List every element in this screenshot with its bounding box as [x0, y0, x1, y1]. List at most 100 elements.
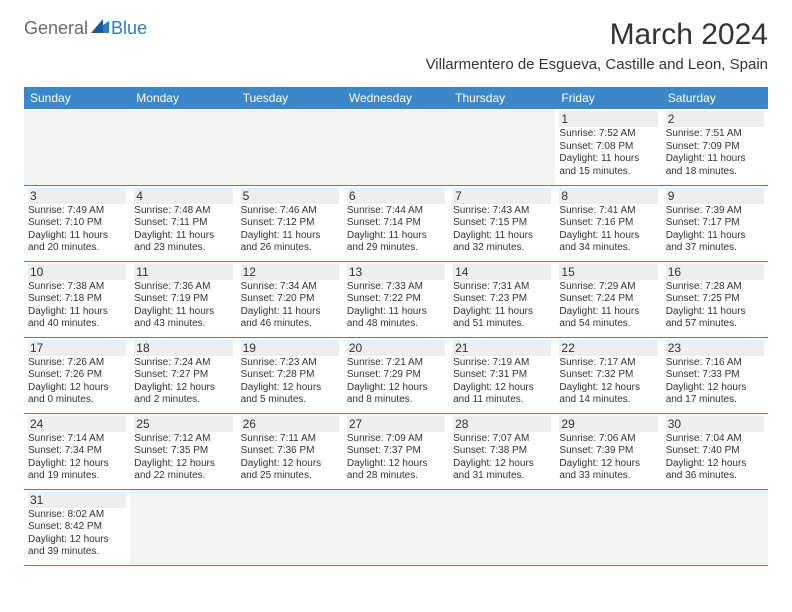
- calendar-empty-cell: [343, 489, 449, 565]
- sunrise-text: Sunrise: 7:49 AM: [28, 205, 126, 218]
- calendar-day-cell: 10Sunrise: 7:38 AMSunset: 7:18 PMDayligh…: [24, 261, 130, 337]
- daylight-text: Daylight: 11 hours: [28, 306, 126, 319]
- sunset-text: Sunset: 7:18 PM: [28, 293, 126, 306]
- calendar-day-cell: 19Sunrise: 7:23 AMSunset: 7:28 PMDayligh…: [237, 337, 343, 413]
- daylight-text: and 28 minutes.: [347, 470, 445, 483]
- calendar-day-cell: 6Sunrise: 7:44 AMSunset: 7:14 PMDaylight…: [343, 185, 449, 261]
- daylight-text: and 20 minutes.: [28, 242, 126, 255]
- sunset-text: Sunset: 7:20 PM: [241, 293, 339, 306]
- calendar-empty-cell: [130, 489, 236, 565]
- calendar-day-cell: 28Sunrise: 7:07 AMSunset: 7:38 PMDayligh…: [449, 413, 555, 489]
- daylight-text: Daylight: 12 hours: [666, 382, 764, 395]
- calendar-header-row: SundayMondayTuesdayWednesdayThursdayFrid…: [24, 87, 768, 109]
- sunrise-text: Sunrise: 7:44 AM: [347, 205, 445, 218]
- logo-text-blue: Blue: [111, 18, 147, 39]
- calendar-table: SundayMondayTuesdayWednesdayThursdayFrid…: [24, 87, 768, 566]
- day-number: 31: [28, 492, 126, 508]
- logo: General Blue: [24, 18, 147, 39]
- daylight-text: Daylight: 11 hours: [559, 230, 657, 243]
- daylight-text: Daylight: 11 hours: [347, 306, 445, 319]
- daylight-text: Daylight: 11 hours: [453, 306, 551, 319]
- calendar-empty-cell: [662, 489, 768, 565]
- page-title: March 2024: [426, 18, 768, 52]
- calendar-day-cell: 14Sunrise: 7:31 AMSunset: 7:23 PMDayligh…: [449, 261, 555, 337]
- day-number: 10: [28, 264, 126, 280]
- sunrise-text: Sunrise: 7:36 AM: [134, 281, 232, 294]
- daylight-text: Daylight: 12 hours: [28, 458, 126, 471]
- sunset-text: Sunset: 7:23 PM: [453, 293, 551, 306]
- daylight-text: Daylight: 11 hours: [559, 306, 657, 319]
- daylight-text: and 48 minutes.: [347, 318, 445, 331]
- calendar-empty-cell: [130, 109, 236, 185]
- sunset-text: Sunset: 7:25 PM: [666, 293, 764, 306]
- daylight-text: and 39 minutes.: [28, 546, 126, 559]
- sunrise-text: Sunrise: 7:07 AM: [453, 433, 551, 446]
- daylight-text: and 19 minutes.: [28, 470, 126, 483]
- sunrise-text: Sunrise: 7:46 AM: [241, 205, 339, 218]
- calendar-day-cell: 2Sunrise: 7:51 AMSunset: 7:09 PMDaylight…: [662, 109, 768, 185]
- sunset-text: Sunset: 7:14 PM: [347, 217, 445, 230]
- calendar-empty-cell: [237, 109, 343, 185]
- sunrise-text: Sunrise: 7:04 AM: [666, 433, 764, 446]
- calendar-day-cell: 1Sunrise: 7:52 AMSunset: 7:08 PMDaylight…: [555, 109, 661, 185]
- sunrise-text: Sunrise: 7:39 AM: [666, 205, 764, 218]
- day-number: 29: [559, 416, 657, 432]
- calendar-week-row: 10Sunrise: 7:38 AMSunset: 7:18 PMDayligh…: [24, 261, 768, 337]
- logo-text-general: General: [24, 18, 88, 39]
- daylight-text: Daylight: 11 hours: [347, 230, 445, 243]
- calendar-day-cell: 4Sunrise: 7:48 AMSunset: 7:11 PMDaylight…: [130, 185, 236, 261]
- daylight-text: Daylight: 11 hours: [666, 230, 764, 243]
- daylight-text: and 26 minutes.: [241, 242, 339, 255]
- daylight-text: and 36 minutes.: [666, 470, 764, 483]
- sunset-text: Sunset: 7:10 PM: [28, 217, 126, 230]
- day-number: 16: [666, 264, 764, 280]
- weekday-header: Sunday: [24, 87, 130, 109]
- sunset-text: Sunset: 7:22 PM: [347, 293, 445, 306]
- sunset-text: Sunset: 7:12 PM: [241, 217, 339, 230]
- sunset-text: Sunset: 7:29 PM: [347, 369, 445, 382]
- sunrise-text: Sunrise: 7:28 AM: [666, 281, 764, 294]
- calendar-day-cell: 5Sunrise: 7:46 AMSunset: 7:12 PMDaylight…: [237, 185, 343, 261]
- day-number: 8: [559, 188, 657, 204]
- sunset-text: Sunset: 7:11 PM: [134, 217, 232, 230]
- daylight-text: and 29 minutes.: [347, 242, 445, 255]
- daylight-text: and 2 minutes.: [134, 394, 232, 407]
- calendar-day-cell: 26Sunrise: 7:11 AMSunset: 7:36 PMDayligh…: [237, 413, 343, 489]
- daylight-text: and 18 minutes.: [666, 166, 764, 179]
- sunrise-text: Sunrise: 7:52 AM: [559, 128, 657, 141]
- daylight-text: and 40 minutes.: [28, 318, 126, 331]
- weekday-header: Tuesday: [237, 87, 343, 109]
- title-block: March 2024 Villarmentero de Esgueva, Cas…: [426, 18, 768, 73]
- daylight-text: Daylight: 12 hours: [28, 382, 126, 395]
- weekday-header: Monday: [130, 87, 236, 109]
- calendar-empty-cell: [24, 109, 130, 185]
- sunset-text: Sunset: 7:37 PM: [347, 445, 445, 458]
- location-text: Villarmentero de Esgueva, Castille and L…: [426, 56, 768, 73]
- sunrise-text: Sunrise: 7:51 AM: [666, 128, 764, 141]
- sunrise-text: Sunrise: 7:26 AM: [28, 357, 126, 370]
- calendar-empty-cell: [449, 489, 555, 565]
- daylight-text: Daylight: 12 hours: [666, 458, 764, 471]
- day-number: 15: [559, 264, 657, 280]
- sunrise-text: Sunrise: 7:19 AM: [453, 357, 551, 370]
- sunrise-text: Sunrise: 7:38 AM: [28, 281, 126, 294]
- day-number: 28: [453, 416, 551, 432]
- daylight-text: Daylight: 12 hours: [134, 458, 232, 471]
- calendar-day-cell: 9Sunrise: 7:39 AMSunset: 7:17 PMDaylight…: [662, 185, 768, 261]
- daylight-text: and 17 minutes.: [666, 394, 764, 407]
- sunset-text: Sunset: 7:09 PM: [666, 141, 764, 154]
- calendar-day-cell: 29Sunrise: 7:06 AMSunset: 7:39 PMDayligh…: [555, 413, 661, 489]
- sunset-text: Sunset: 7:36 PM: [241, 445, 339, 458]
- daylight-text: and 43 minutes.: [134, 318, 232, 331]
- day-number: 27: [347, 416, 445, 432]
- sunrise-text: Sunrise: 7:48 AM: [134, 205, 232, 218]
- logo-triangle-icon: [91, 19, 109, 33]
- daylight-text: Daylight: 11 hours: [559, 153, 657, 166]
- sunrise-text: Sunrise: 7:34 AM: [241, 281, 339, 294]
- day-number: 4: [134, 188, 232, 204]
- daylight-text: and 54 minutes.: [559, 318, 657, 331]
- sunset-text: Sunset: 7:28 PM: [241, 369, 339, 382]
- calendar-day-cell: 3Sunrise: 7:49 AMSunset: 7:10 PMDaylight…: [24, 185, 130, 261]
- daylight-text: Daylight: 12 hours: [241, 458, 339, 471]
- sunset-text: Sunset: 7:31 PM: [453, 369, 551, 382]
